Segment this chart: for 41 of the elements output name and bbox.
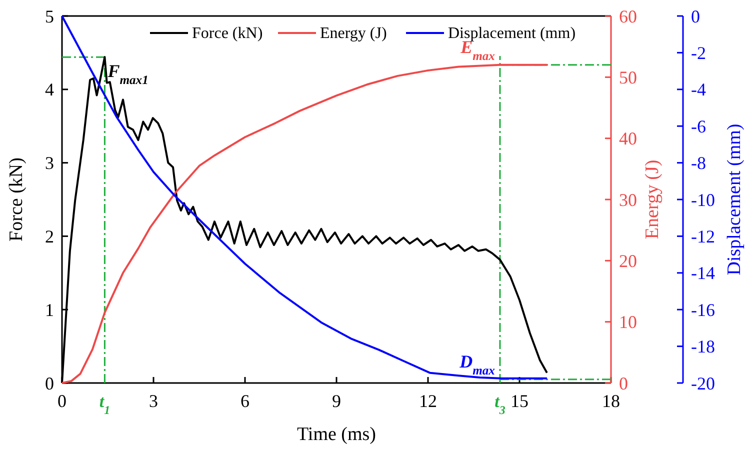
x-tick-label: 12 bbox=[419, 391, 437, 411]
y-tick-label: 4 bbox=[45, 80, 54, 100]
y2-tick-label: 30 bbox=[619, 190, 637, 210]
y-tick-label: 3 bbox=[45, 153, 54, 174]
legend-label: Energy (J) bbox=[320, 25, 387, 42]
y3-tick-label: -2 bbox=[691, 43, 706, 63]
ref-line-label: t$_{1}$ bbox=[99, 392, 110, 417]
x-tick-label: 15 bbox=[510, 391, 528, 411]
y2-tick-label: 60 bbox=[619, 6, 637, 26]
y3-tick-label: -12 bbox=[691, 226, 715, 246]
y3-tick-label: -10 bbox=[691, 190, 715, 210]
y3-tick-label: -20 bbox=[691, 373, 715, 394]
x-tick-label: 3 bbox=[149, 391, 158, 411]
x-tick-label: 18 bbox=[602, 391, 620, 411]
y3-tick-label: -14 bbox=[691, 263, 715, 284]
y3-tick-label: 0 bbox=[691, 6, 700, 26]
y2-tick-label: 50 bbox=[619, 67, 637, 88]
y-tick-label: 2 bbox=[45, 226, 54, 246]
y3-tick-label: -18 bbox=[691, 336, 715, 357]
ref-line-label: t$_{3}$ bbox=[494, 392, 506, 417]
x-tick-label: 9 bbox=[332, 391, 341, 411]
x-tick-label: 6 bbox=[240, 391, 250, 411]
y3-axis-title: Displacement (mm) bbox=[724, 124, 745, 276]
ref-line-label: D$_{max}$ bbox=[458, 351, 495, 378]
y2-tick-label: 20 bbox=[619, 250, 637, 271]
y3-tick-label: -4 bbox=[691, 80, 706, 100]
legend-label: Force (kN) bbox=[192, 25, 263, 42]
y-tick-label: 0 bbox=[45, 373, 54, 394]
y2-axis-title: Energy (J) bbox=[642, 160, 663, 240]
y2-tick-label: 0 bbox=[619, 373, 628, 394]
x-axis-title: Time (ms) bbox=[296, 424, 376, 445]
y2-tick-label: 40 bbox=[619, 128, 637, 149]
y-tick-label: 5 bbox=[45, 6, 54, 26]
y-tick-label: 1 bbox=[45, 300, 54, 320]
y-axis-title: Force (kN) bbox=[6, 158, 27, 242]
x-tick-label: 0 bbox=[58, 391, 66, 411]
ref-line-label: F$_{max1}$ bbox=[106, 61, 148, 88]
y3-tick-label: -16 bbox=[691, 300, 715, 320]
y3-tick-label: -8 bbox=[691, 153, 706, 174]
y2-tick-label: 10 bbox=[619, 312, 637, 332]
y3-tick-label: -6 bbox=[691, 116, 706, 136]
